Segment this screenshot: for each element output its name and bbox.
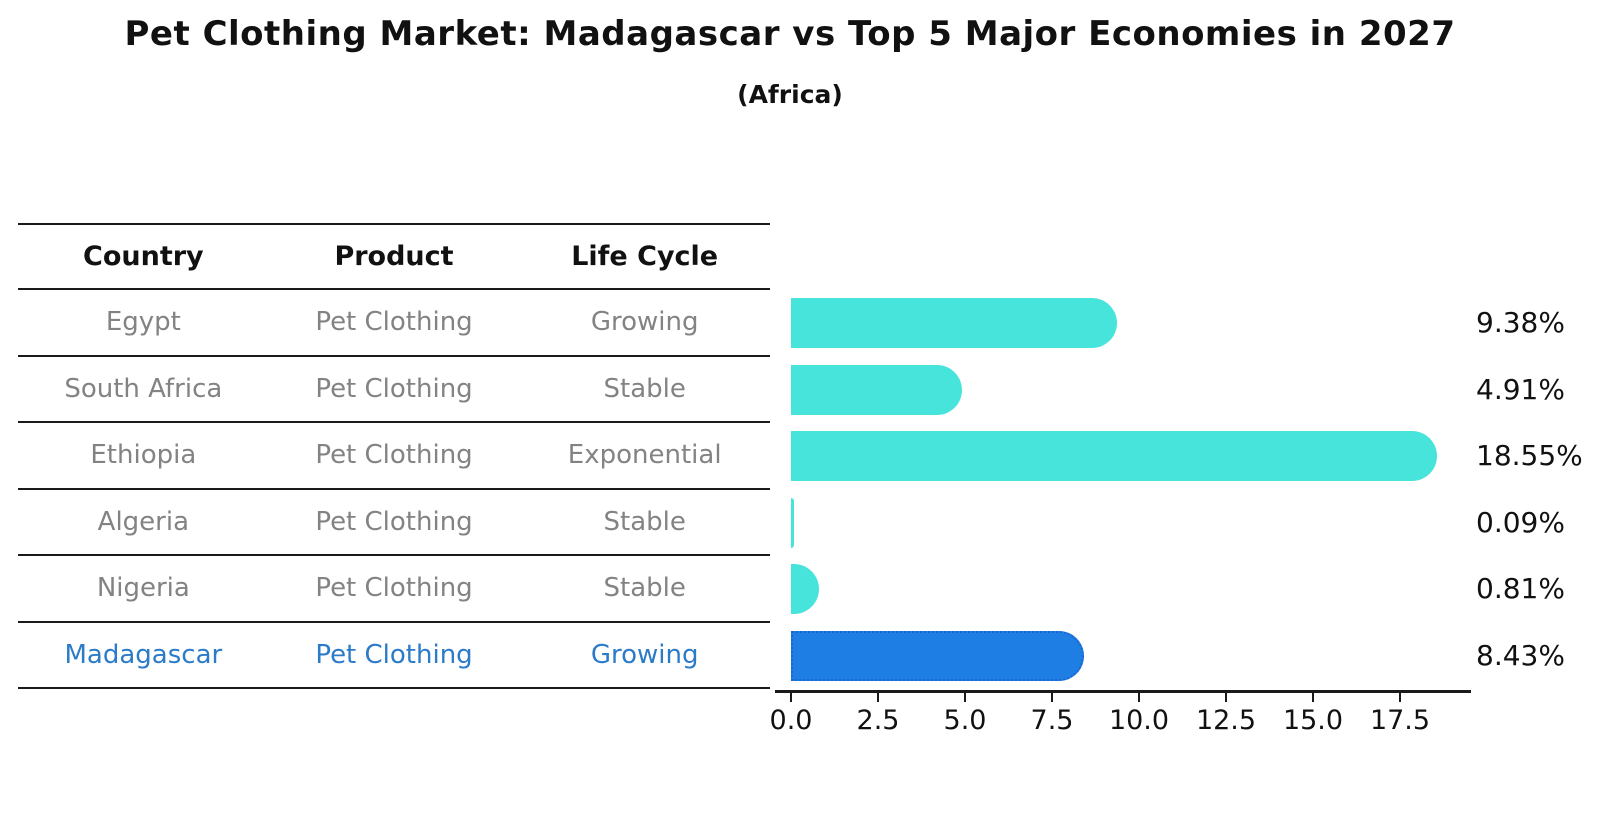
table-row: Nigeria Pet Clothing Stable bbox=[18, 556, 770, 623]
table-cell-product: Pet Clothing bbox=[315, 573, 473, 604]
x-axis-tick bbox=[1051, 692, 1053, 702]
table-cell-product: Pet Clothing bbox=[315, 440, 473, 471]
column-header-product: Product bbox=[334, 241, 454, 272]
bar-value-label: 8.43% bbox=[1476, 638, 1565, 672]
x-axis-tick bbox=[964, 692, 966, 702]
x-axis-tick bbox=[1312, 692, 1314, 702]
column-header-country: Country bbox=[83, 241, 204, 272]
country-table: Country Product Life Cycle Egypt Pet Clot… bbox=[18, 223, 770, 689]
table-cell-life-cycle: Stable bbox=[603, 573, 686, 604]
column-header-life-cycle: Life Cycle bbox=[571, 241, 719, 272]
table-cell-country: Egypt bbox=[105, 307, 181, 338]
table-cell-country: Ethiopia bbox=[90, 440, 197, 471]
table-cell-country: South Africa bbox=[64, 373, 223, 404]
bar-madagascar bbox=[791, 630, 1085, 681]
x-axis-line bbox=[775, 690, 1471, 693]
x-axis-tick-label: 12.5 bbox=[1195, 705, 1257, 736]
bar-egypt bbox=[791, 298, 1118, 349]
bar-nigeria bbox=[791, 564, 820, 615]
table-row: South Africa Pet Clothing Stable bbox=[18, 357, 770, 423]
table-cell-country: Nigeria bbox=[96, 573, 190, 604]
x-axis-tick-label: 5.0 bbox=[943, 705, 987, 736]
table-cell-life-cycle: Growing bbox=[590, 639, 699, 670]
bar-value-label: 9.38% bbox=[1476, 306, 1565, 340]
x-axis-tick bbox=[1138, 692, 1140, 702]
x-axis-tick-label: 17.5 bbox=[1369, 705, 1431, 736]
chart-title: Pet Clothing Market: Madagascar vs Top 5… bbox=[124, 14, 1456, 54]
bar-value-label: 4.91% bbox=[1476, 372, 1565, 406]
table-cell-life-cycle: Stable bbox=[603, 373, 686, 404]
table-header-row: Country Product Life Cycle bbox=[18, 223, 770, 290]
x-axis-tick-label: 0.0 bbox=[769, 705, 813, 736]
x-axis-tick-label: 2.5 bbox=[856, 705, 900, 736]
table-cell-product: Pet Clothing bbox=[315, 506, 473, 537]
table-body: Egypt Pet Clothing Growing South Africa Pet … bbox=[18, 290, 770, 689]
table-cell-life-cycle: Stable bbox=[603, 506, 686, 537]
bar-value-label: 0.09% bbox=[1476, 505, 1565, 539]
table-cell-product: Pet Clothing bbox=[315, 639, 473, 670]
table-row: Madagascar Pet Clothing Growing bbox=[18, 623, 770, 689]
table-cell-product: Pet Clothing bbox=[315, 373, 473, 404]
x-axis-tick bbox=[877, 692, 879, 702]
table-row: Algeria Pet Clothing Stable bbox=[18, 490, 770, 556]
x-axis-tick bbox=[790, 692, 792, 702]
x-axis-tick-label: 10.0 bbox=[1108, 705, 1170, 736]
table-cell-country: Algeria bbox=[97, 506, 190, 537]
bar-value-label: 18.55% bbox=[1476, 439, 1583, 473]
table-cell-product: Pet Clothing bbox=[315, 307, 473, 338]
bar-south-africa bbox=[791, 364, 962, 415]
x-axis-tick-label: 15.0 bbox=[1282, 705, 1344, 736]
table-cell-life-cycle: Exponential bbox=[567, 440, 722, 471]
table-cell-country: Madagascar bbox=[64, 639, 223, 670]
table-cell-life-cycle: Growing bbox=[590, 307, 699, 338]
bar-algeria bbox=[791, 497, 795, 548]
table-row: Ethiopia Pet Clothing Exponential bbox=[18, 423, 770, 490]
x-axis-tick bbox=[1399, 692, 1401, 702]
chart-subtitle: (Africa) bbox=[737, 80, 843, 109]
x-axis-tick-label: 7.5 bbox=[1030, 705, 1074, 736]
bar-value-label: 0.81% bbox=[1476, 572, 1565, 606]
bar-ethiopia bbox=[791, 431, 1437, 482]
table-row: Egypt Pet Clothing Growing bbox=[18, 290, 770, 357]
x-axis-tick bbox=[1225, 692, 1227, 702]
